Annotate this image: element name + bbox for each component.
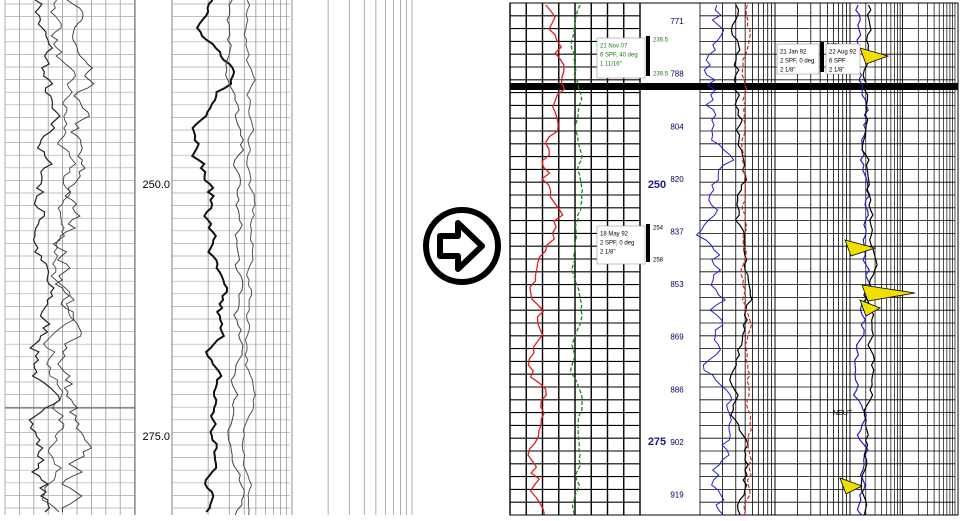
depth-label: 250.0 <box>142 179 170 191</box>
annotation-box <box>596 37 646 79</box>
depth-marker-bar <box>510 83 958 90</box>
annotation-text: 18 May 92 <box>600 232 629 238</box>
log-curve <box>52 0 95 513</box>
depth-label: 902 <box>670 438 684 447</box>
shaded-zone <box>861 284 916 302</box>
perforation-bottom: 258 <box>653 258 664 264</box>
shaded-zone <box>839 477 864 495</box>
perforation-bar <box>820 42 824 72</box>
log-curve <box>860 4 878 516</box>
arrow-icon <box>423 207 501 285</box>
depth-label: 275.0 <box>142 431 170 443</box>
log-curve <box>241 0 256 516</box>
depth-label: 820 <box>670 175 684 184</box>
log-curve <box>28 0 61 513</box>
annotation-text: 6 SPF <box>829 59 846 65</box>
depth-label: 886 <box>670 385 684 394</box>
depth-label: 853 <box>670 280 684 289</box>
depth-label: 788 <box>670 70 684 79</box>
log-curve <box>740 4 753 516</box>
annotation-text: 2 SPF, 0 deg <box>780 59 814 65</box>
curve-label: NEUT <box>833 410 853 417</box>
main-depth-label: 250 <box>648 179 666 191</box>
log-curve <box>527 4 566 516</box>
annotation-box <box>596 225 646 265</box>
annotation-text: 6 SPF, 40 deg <box>600 53 638 59</box>
shaded-zone <box>844 239 877 257</box>
depth-label: 869 <box>670 333 684 342</box>
log-curve <box>729 4 753 516</box>
perforation-bottom: 239.5 <box>653 72 669 78</box>
main-depth-label: 275 <box>648 436 666 448</box>
depth-label: 771 <box>670 17 684 26</box>
log-curve <box>852 4 873 516</box>
log-curve <box>695 4 735 516</box>
perforation-bar <box>646 224 650 262</box>
log-curve <box>42 0 77 513</box>
annotation-box <box>776 43 820 75</box>
annotation-box <box>825 43 861 75</box>
annotation-text: 21 Jan 92 <box>780 50 807 56</box>
shaded-zone <box>859 47 890 65</box>
perforation-bar <box>646 36 650 76</box>
depth-label: 837 <box>670 228 684 237</box>
depth-label: 919 <box>670 491 684 500</box>
depth-label: 804 <box>670 122 684 131</box>
annotation-text: 2 SPF, 0 deg <box>600 241 634 247</box>
log-curve <box>225 0 245 516</box>
annotation-text: 22 Aug 92 <box>829 50 857 56</box>
annotation-text: 2 1/8" <box>780 68 795 74</box>
shaded-zone <box>859 299 881 317</box>
annotation-text: 2 1/8" <box>829 68 844 74</box>
log-curve <box>190 0 236 513</box>
annotation-text: 1 11/16" <box>600 62 622 68</box>
annotation-text: 21 Nov 07 <box>600 44 628 50</box>
perforation-top: 236.5 <box>653 38 669 44</box>
perforation-top: 254 <box>653 226 664 232</box>
annotation-text: 2 1/8" <box>600 250 615 256</box>
log-curve <box>569 4 584 516</box>
